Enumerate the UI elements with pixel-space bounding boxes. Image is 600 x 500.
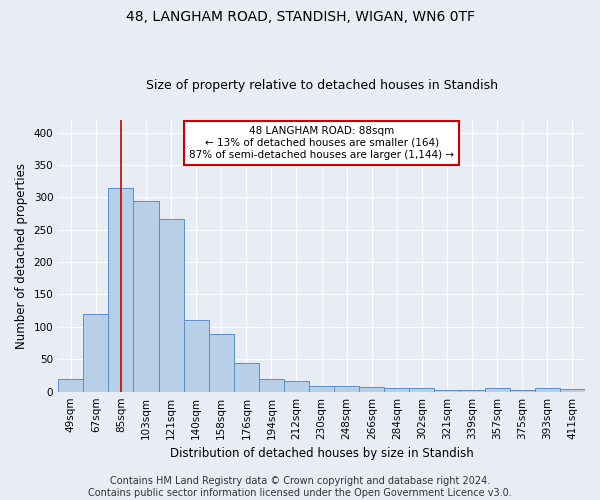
Text: 48, LANGHAM ROAD, STANDISH, WIGAN, WN6 0TF: 48, LANGHAM ROAD, STANDISH, WIGAN, WN6 0… xyxy=(125,10,475,24)
Bar xyxy=(209,334,234,392)
Bar xyxy=(460,390,485,392)
Bar xyxy=(309,386,334,392)
Bar xyxy=(284,382,309,392)
Bar xyxy=(359,387,385,392)
Bar xyxy=(334,386,359,392)
Bar xyxy=(158,218,184,392)
Text: 48 LANGHAM ROAD: 88sqm
← 13% of detached houses are smaller (164)
87% of semi-de: 48 LANGHAM ROAD: 88sqm ← 13% of detached… xyxy=(189,126,454,160)
Bar xyxy=(83,314,109,392)
Bar xyxy=(434,390,460,392)
Bar xyxy=(133,200,158,392)
Bar xyxy=(58,380,83,392)
Bar xyxy=(184,320,209,392)
Bar xyxy=(259,378,284,392)
Bar xyxy=(409,388,434,392)
Bar xyxy=(560,389,585,392)
Y-axis label: Number of detached properties: Number of detached properties xyxy=(15,162,28,348)
Bar xyxy=(109,188,133,392)
Bar xyxy=(234,362,259,392)
Title: Size of property relative to detached houses in Standish: Size of property relative to detached ho… xyxy=(146,79,497,92)
X-axis label: Distribution of detached houses by size in Standish: Distribution of detached houses by size … xyxy=(170,447,473,460)
Bar xyxy=(535,388,560,392)
Bar xyxy=(485,388,510,392)
Bar xyxy=(385,388,409,392)
Bar xyxy=(510,390,535,392)
Text: Contains HM Land Registry data © Crown copyright and database right 2024.
Contai: Contains HM Land Registry data © Crown c… xyxy=(88,476,512,498)
